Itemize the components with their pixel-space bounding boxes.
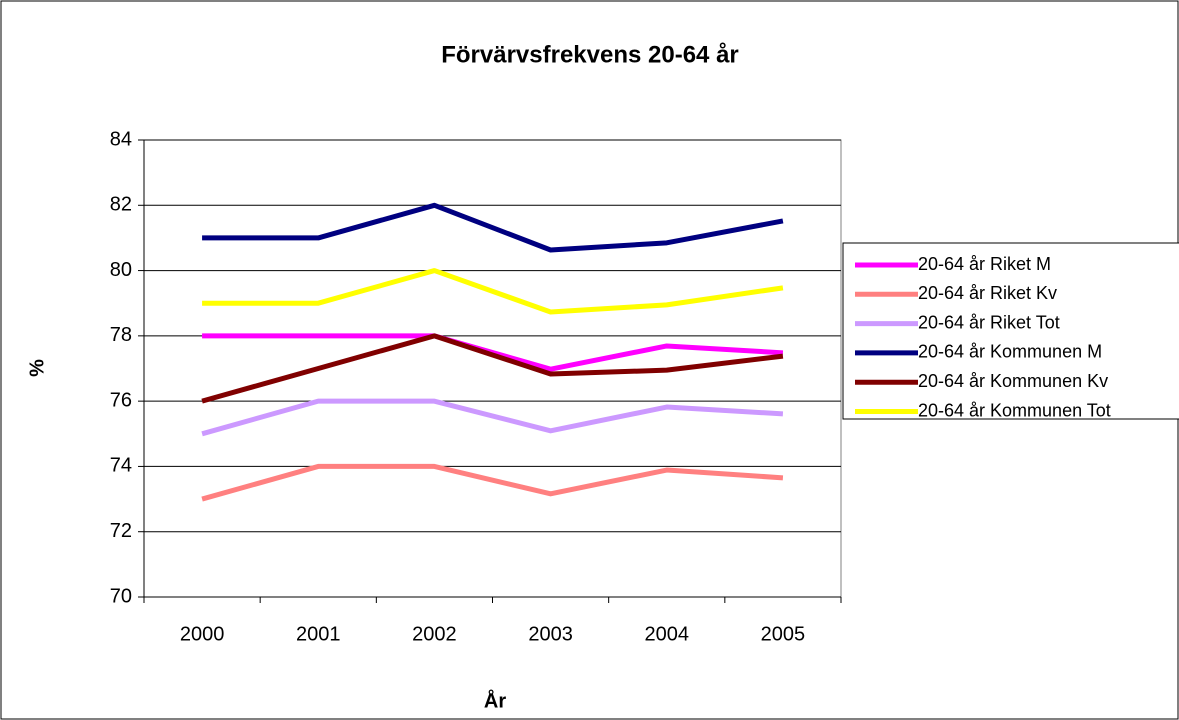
y-tick-label: 82 [110, 194, 132, 216]
legend-box [842, 242, 1179, 420]
series-line [202, 202, 784, 253]
series-line [201, 333, 784, 404]
x-tick-label: 2002 [412, 623, 457, 645]
y-axis-label: % [26, 359, 48, 377]
x-axis-label: År [484, 688, 506, 712]
y-tick-label: 78 [110, 324, 132, 346]
x-tick-label: 2005 [761, 623, 806, 645]
legend-label: 20-64 år Riket Kv [918, 283, 1057, 303]
legend-label: 20-64 år Riket Tot [918, 312, 1060, 332]
x-tick-label: 2004 [645, 623, 690, 645]
y-tick-label: 80 [110, 259, 132, 281]
y-tick-label: 72 [110, 520, 132, 542]
legend-label: 20-64 år Kommunen M [918, 342, 1102, 362]
x-tick-label: 2001 [296, 623, 341, 645]
x-tick-label: 2003 [528, 623, 573, 645]
chart-title: Förvärvsfrekvens 20-64 år [441, 41, 739, 68]
series-line [201, 398, 784, 437]
y-tick-label: 84 [110, 128, 132, 150]
series-line [202, 268, 784, 315]
y-tick-label: 74 [110, 455, 132, 477]
legend-label: 20-64 år Kommunen Tot [918, 400, 1111, 420]
y-tick-label: 70 [110, 585, 132, 607]
legend-label: 20-64 år Kommunen Kv [918, 371, 1108, 391]
x-tick-label: 2000 [180, 623, 225, 645]
legend-label: 20-64 år Riket M [918, 254, 1051, 274]
series-line [201, 463, 784, 502]
y-tick-label: 76 [110, 389, 132, 411]
plot-area [143, 139, 842, 598]
